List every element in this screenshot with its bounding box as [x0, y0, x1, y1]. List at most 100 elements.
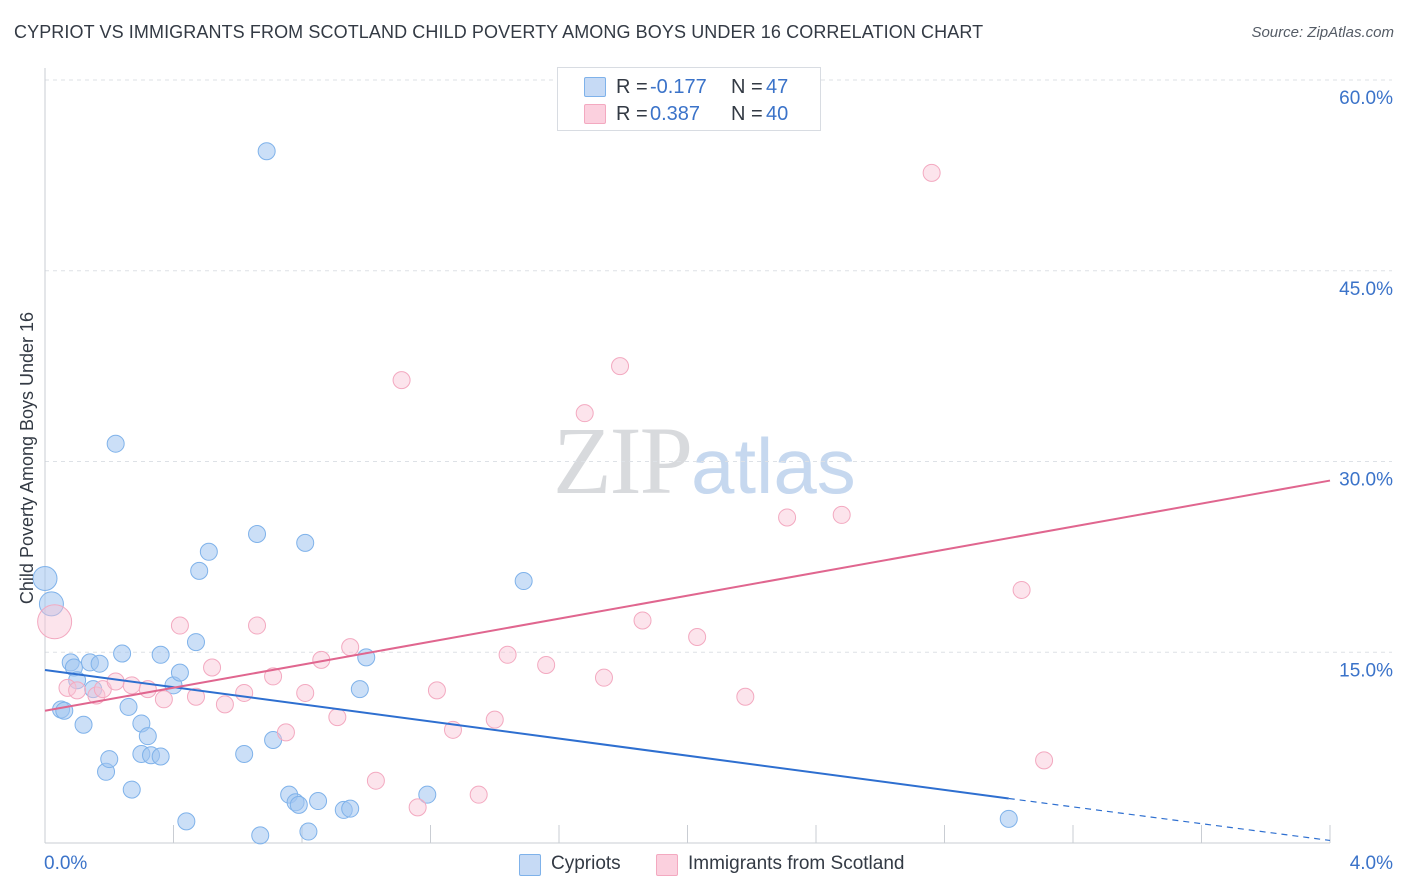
scotland-point	[633, 611, 652, 630]
scotland-point	[276, 723, 295, 742]
cypriot-point	[170, 663, 189, 682]
cypriot-point	[32, 565, 58, 591]
scotland-point	[235, 683, 254, 702]
cypriot-point	[106, 434, 125, 453]
source-label: Source: ZipAtlas.com	[1251, 24, 1394, 41]
cypriot-point	[119, 697, 138, 716]
scotland-point	[427, 681, 446, 700]
cypriot-point	[251, 826, 270, 845]
cypriot-point	[418, 785, 437, 804]
legend-row-cypriots: R = -0.177 N = 47	[558, 75, 820, 101]
cypriot-point	[235, 744, 254, 763]
cypriot-point	[289, 795, 308, 814]
scotland-point	[408, 798, 427, 817]
watermark: ZIPatlas	[553, 405, 856, 516]
scotland-point	[122, 676, 141, 695]
cypriot-point	[74, 715, 93, 734]
cypriot-point	[186, 633, 205, 652]
cypriot-point	[138, 727, 157, 746]
grid	[45, 79, 1392, 653]
cypriot-point	[257, 142, 276, 161]
chart-title: CYPRIOT VS IMMIGRANTS FROM SCOTLAND CHIL…	[14, 22, 984, 42]
scotland-point	[485, 710, 504, 729]
scotland-point	[215, 695, 234, 714]
cypriot-point	[122, 780, 141, 799]
cypriot-point	[100, 750, 119, 769]
legend-n-value: 40	[766, 103, 789, 125]
cypriot-point	[999, 809, 1018, 828]
scotland-point	[392, 371, 411, 390]
legend-r-value: 0.387	[650, 103, 701, 125]
y-tick-label: 60.0%	[1339, 88, 1393, 109]
scotland-point	[203, 658, 222, 677]
scotland-point	[87, 686, 106, 705]
watermark-atlas: atlas	[691, 422, 856, 510]
scotland-point	[1035, 751, 1054, 770]
y-tick-label: 15.0%	[1339, 660, 1393, 681]
cypriot-point	[296, 533, 315, 552]
trend-lines	[44, 479, 1331, 842]
tick-labels: 15.0% 30.0% 45.0% 60.0% 0.0% 4.0% Child Povert…	[17, 88, 1393, 874]
y-tick-label: 45.0%	[1339, 279, 1393, 300]
legend-r-label: R =	[616, 103, 648, 125]
cypriot-point	[299, 822, 318, 841]
cypriot-point	[113, 644, 132, 663]
scotland-point	[366, 771, 385, 790]
cypriot-point	[350, 680, 369, 699]
scotland-point	[736, 687, 755, 706]
watermark-zip: ZIP	[553, 407, 693, 514]
scotland-point	[170, 616, 189, 635]
scotland-point	[575, 404, 594, 423]
legend-n-label: N =	[731, 103, 763, 125]
legend-r-label: R =	[616, 76, 648, 98]
y-axis-label: Child Poverty Among Boys Under 16	[17, 312, 37, 604]
legend-label-cypriots: Cypriots	[551, 853, 621, 874]
cypriots-trend-line	[44, 669, 1009, 800]
scotland-point	[154, 690, 173, 709]
cypriot-point	[177, 812, 196, 831]
x-tick-label: 0.0%	[44, 853, 87, 874]
y-tick-label: 30.0%	[1339, 470, 1393, 491]
cypriot-point	[38, 591, 64, 617]
scotland-point	[688, 627, 707, 646]
cypriot-point	[309, 792, 328, 811]
legend-n-label: N =	[731, 76, 763, 98]
scotland-point	[832, 505, 851, 524]
x-tick-label: 4.0%	[1350, 853, 1393, 874]
scotland-point	[594, 668, 613, 687]
cypriot-point	[55, 701, 74, 720]
scotland-point	[296, 683, 315, 702]
legend-label-scotland: Immigrants from Scotland	[688, 853, 905, 874]
legend-swatch-scotland	[656, 854, 678, 876]
legend-swatch-cypriots	[519, 854, 541, 876]
scotland-point	[778, 508, 797, 527]
cypriot-point	[199, 542, 218, 561]
cypriot-point	[190, 561, 209, 580]
scotland-point	[1012, 580, 1031, 599]
cypriot-point	[248, 524, 267, 543]
data-points	[32, 142, 1054, 845]
scotland-point	[611, 357, 630, 376]
scotland-point	[498, 645, 517, 664]
scotland-trend-line	[44, 479, 1331, 712]
scotland-point	[328, 708, 347, 727]
cypriot-point	[151, 645, 170, 664]
scotland-point	[341, 638, 360, 657]
cypriots-trend-extension	[1008, 797, 1331, 842]
scotland-point	[537, 655, 556, 674]
axes	[44, 68, 1331, 844]
cypriot-point	[68, 671, 87, 690]
cypriot-point	[514, 572, 533, 591]
legend-swatch-blue	[584, 77, 606, 97]
scotland-point	[469, 785, 488, 804]
scotland-point	[68, 681, 87, 700]
cypriot-point	[341, 799, 360, 818]
scotland-point	[106, 672, 125, 691]
scotland-point	[264, 667, 283, 686]
legend-n-value: 47	[766, 76, 789, 98]
legend-row-scotland: R = 0.387 N = 40	[558, 102, 820, 128]
cypriot-point	[151, 747, 170, 766]
scotland-point	[186, 687, 205, 706]
scotland-point	[922, 163, 941, 182]
